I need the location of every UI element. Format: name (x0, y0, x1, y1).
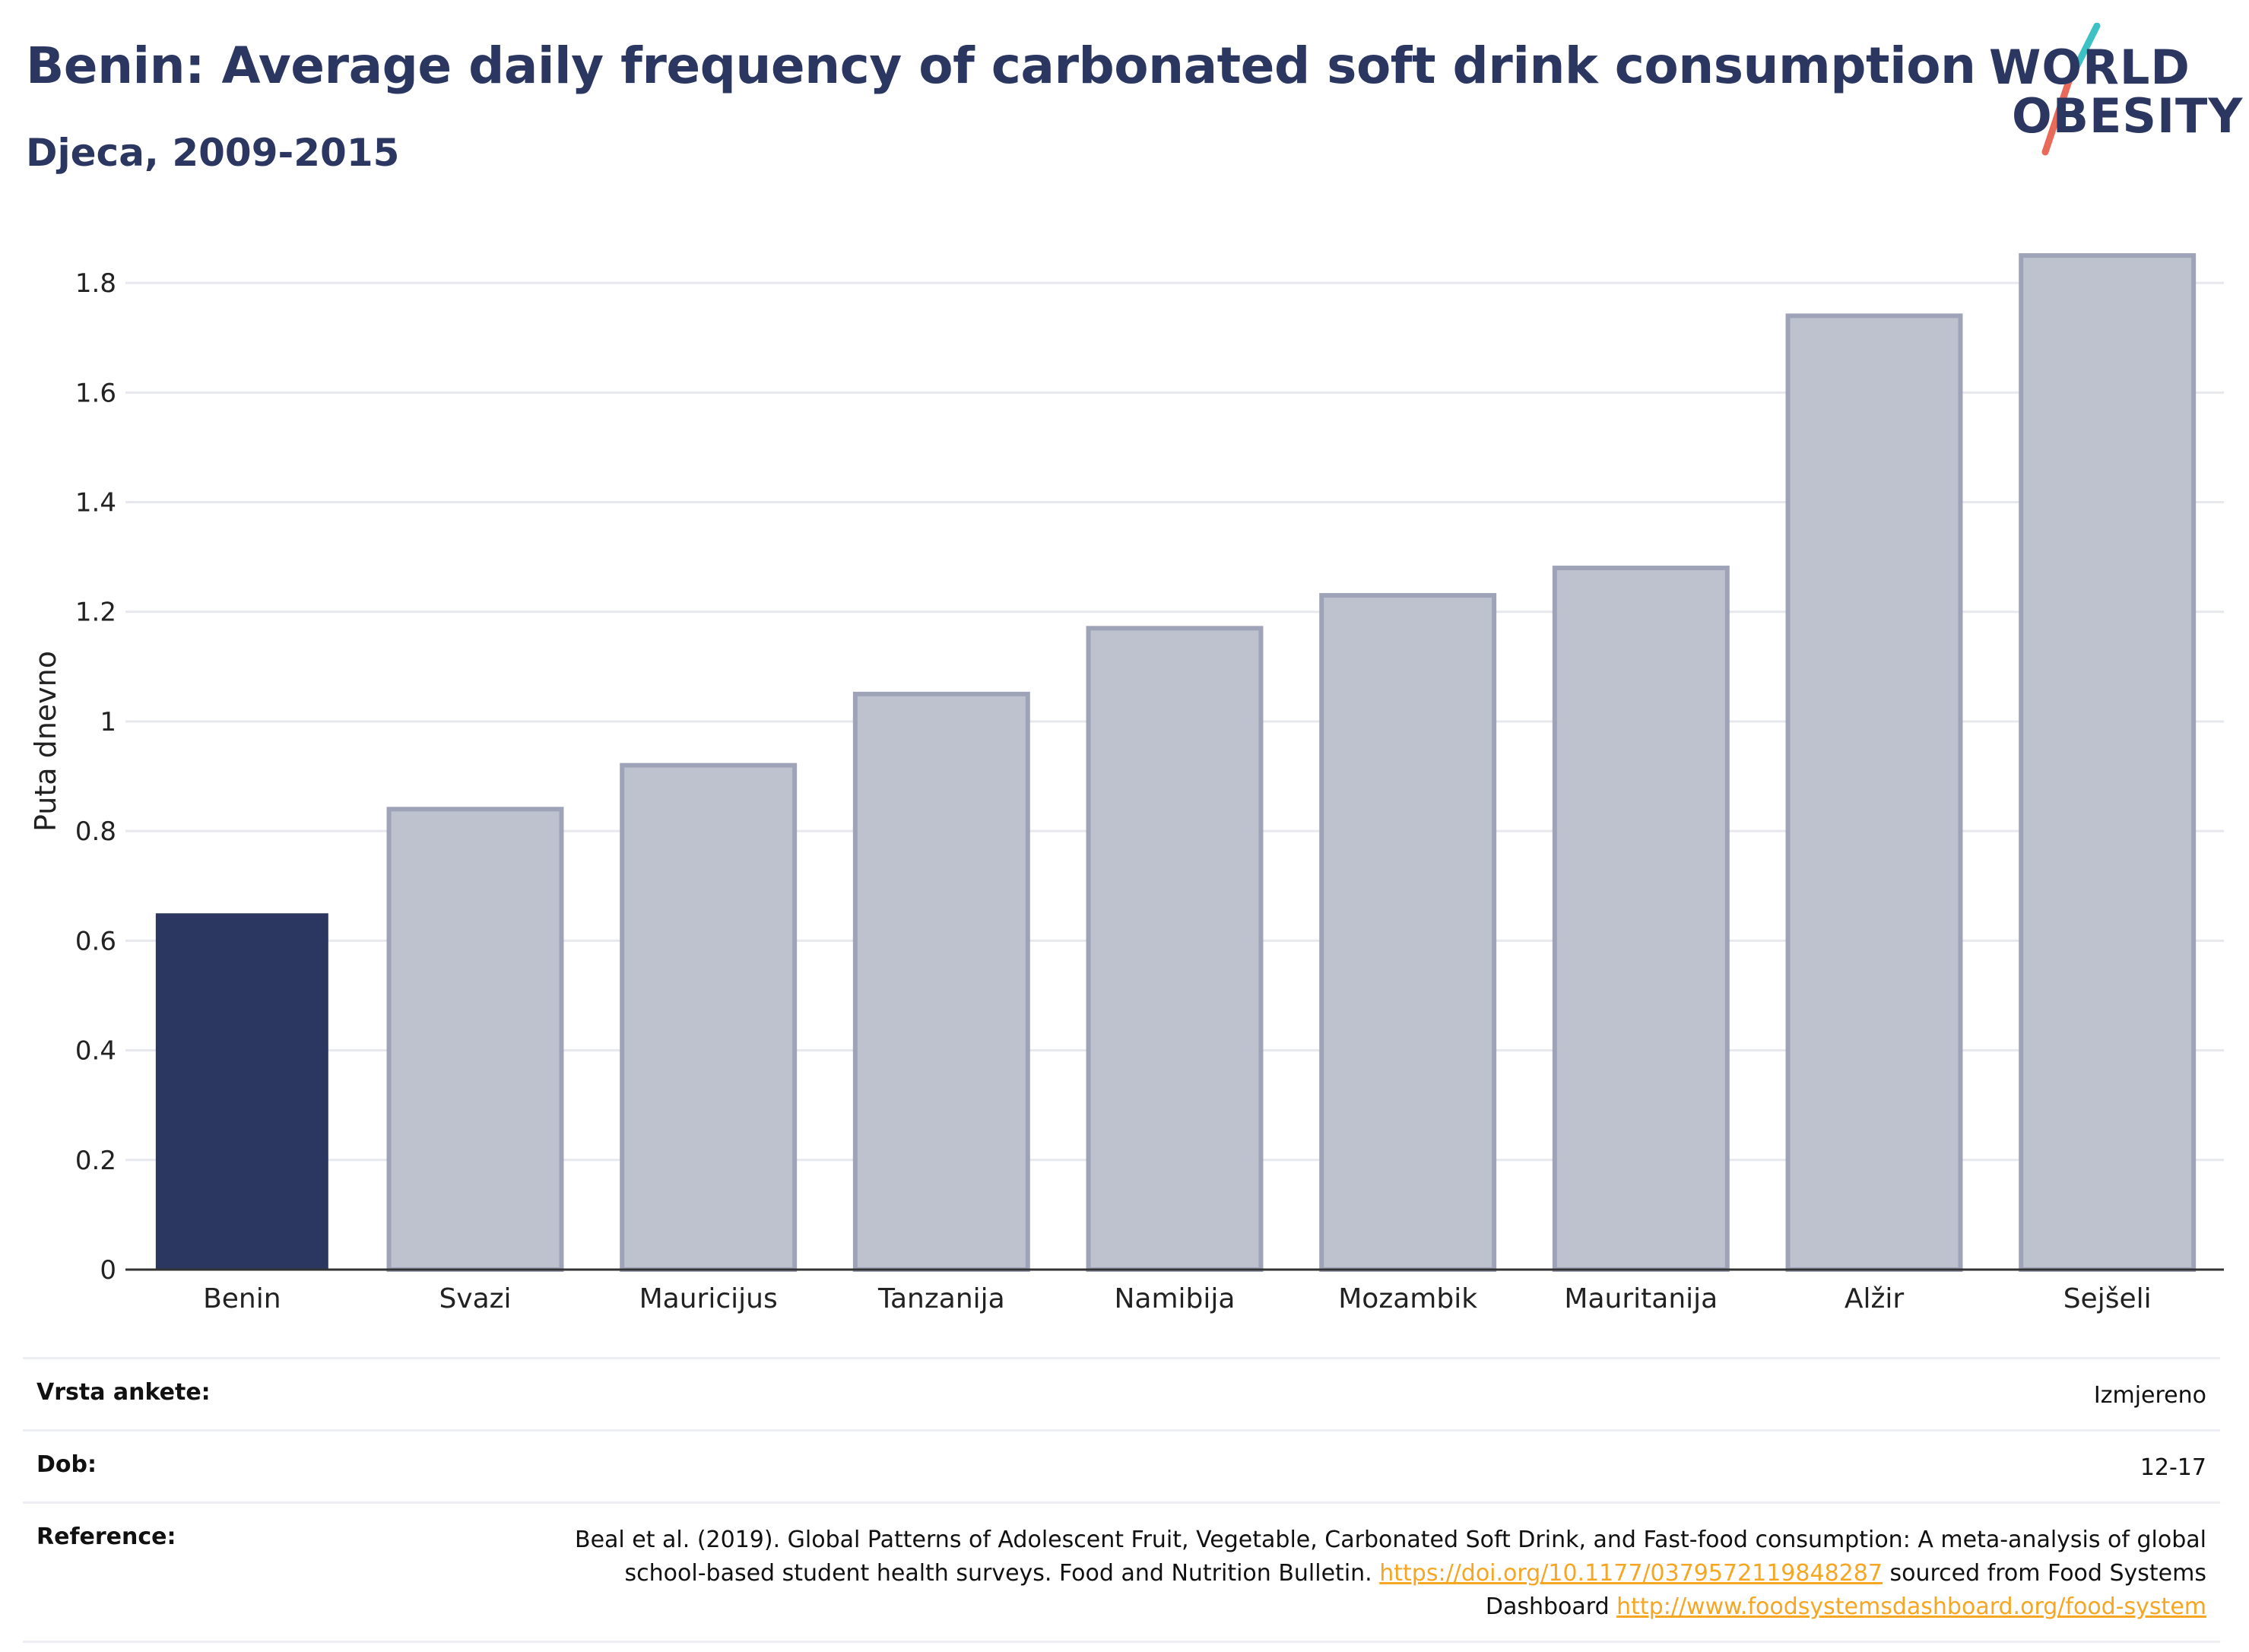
meta-row-survey-type: Vrsta ankete: Izmjereno (23, 1357, 2220, 1429)
age-label: Dob: (36, 1451, 97, 1478)
bar (620, 763, 798, 1272)
reference-label: Reference: (36, 1524, 176, 1550)
meta-row-reference: Reference: Beal et al. (2019). Global Pa… (23, 1501, 2220, 1643)
x-tick-label: Svazi (439, 1283, 511, 1314)
logo-slash-icon (2041, 23, 2101, 156)
dashboard-link[interactable]: http://www.foodsystemsdashboard.org/food… (1616, 1593, 2206, 1620)
age-value: 12-17 (2140, 1454, 2206, 1481)
survey-type-value: Izmjereno (2093, 1382, 2206, 1409)
x-tick-label: Mauritanija (1564, 1283, 1718, 1314)
bar (386, 807, 564, 1272)
reference-text-2: sourced from Food Systems Dashboard (1485, 1560, 2206, 1620)
chart-title: Benin: Average daily frequency of carbon… (26, 36, 1976, 95)
y-tick-label: 1.4 (75, 488, 116, 518)
bar-chart: 0 0.2 0.4 0.6 0.8 1 1.2 1.4 1.6 1.8 Benin Svazi Maur… (75, 253, 2224, 1314)
y-tick-label: 0 (100, 1255, 116, 1286)
reference-text-1: Beal et al. (2019). Global Patterns of A… (574, 1527, 2206, 1587)
y-tick-label: 0.2 (75, 1146, 116, 1176)
x-tick-label: Alžir (1845, 1283, 1905, 1314)
meta-row-age: Dob: 12-17 (23, 1429, 2220, 1501)
y-tick-label: 0.6 (75, 926, 116, 956)
x-tick-label: Namibija (1115, 1283, 1236, 1314)
y-tick-label: 1.6 (75, 378, 116, 408)
bar (1552, 566, 1730, 1273)
y-tick-label: 0.8 (75, 816, 116, 847)
x-tick-label: Sejšeli (2063, 1283, 2152, 1314)
survey-type-label: Vrsta ankete: (36, 1379, 211, 1406)
doi-link[interactable]: https://doi.org/10.1177/0379572119848287 (1379, 1560, 1883, 1587)
bar (2019, 253, 2197, 1273)
world-obesity-logo: WORLD OBESITY (1984, 23, 2242, 160)
y-tick-label: 1.2 (75, 598, 116, 628)
bar (1319, 593, 1497, 1272)
bar (1785, 313, 1963, 1273)
x-tick-label: Tanzanija (877, 1283, 1005, 1314)
x-tick-label: Benin (203, 1283, 281, 1314)
y-tick-label: 1.8 (75, 268, 116, 299)
x-tick-label: Mozambik (1338, 1283, 1477, 1314)
logo-word-obesity: OBESITY (2012, 88, 2244, 144)
logo-word-world: WORLD (1989, 40, 2190, 95)
chart-subtitle: Djeca, 2009-2015 (26, 131, 400, 175)
metadata-table: Vrsta ankete: Izmjereno Dob: 12-17 Refer… (23, 1357, 2220, 1643)
y-tick-label: 1 (100, 707, 116, 737)
reference-value: Beal et al. (2019). Global Patterns of A… (572, 1524, 2206, 1624)
x-tick-label: Mauricijus (639, 1283, 778, 1314)
bar (852, 691, 1030, 1272)
bar (155, 913, 328, 1270)
y-tick-label: 0.4 (75, 1036, 116, 1067)
bar (1086, 626, 1264, 1272)
